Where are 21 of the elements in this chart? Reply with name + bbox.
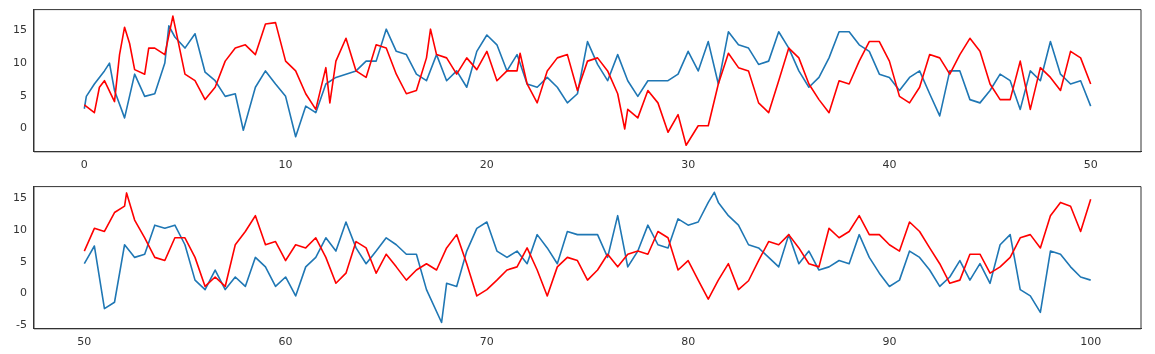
y-tick-label: -5 bbox=[16, 317, 27, 331]
x-tick-label: 50 bbox=[77, 335, 92, 349]
x-tick-label: 20 bbox=[479, 158, 494, 172]
y-tick-label: 0 bbox=[20, 121, 27, 135]
x-tick-label: 80 bbox=[681, 335, 696, 349]
y-tick-label: 10 bbox=[13, 55, 27, 69]
x-tick-label: 30 bbox=[681, 158, 696, 172]
x-tick-label: 100 bbox=[1080, 335, 1102, 349]
x-tick-label: 90 bbox=[882, 335, 897, 349]
y-tick-label: 5 bbox=[20, 254, 27, 268]
x-tick-label: 10 bbox=[278, 158, 293, 172]
y-tick-label: 10 bbox=[13, 223, 27, 237]
y-tick-label: 15 bbox=[13, 191, 27, 205]
y-tick-label: 0 bbox=[20, 286, 27, 300]
x-tick-label: 60 bbox=[278, 335, 293, 349]
x-tick-label: 50 bbox=[1083, 158, 1098, 172]
x-tick-label: 40 bbox=[882, 158, 897, 172]
y-tick-label: 5 bbox=[20, 88, 27, 102]
x-tick-label: 70 bbox=[479, 335, 494, 349]
y-tick-label: 15 bbox=[13, 23, 27, 37]
x-tick-label: 0 bbox=[80, 158, 88, 172]
